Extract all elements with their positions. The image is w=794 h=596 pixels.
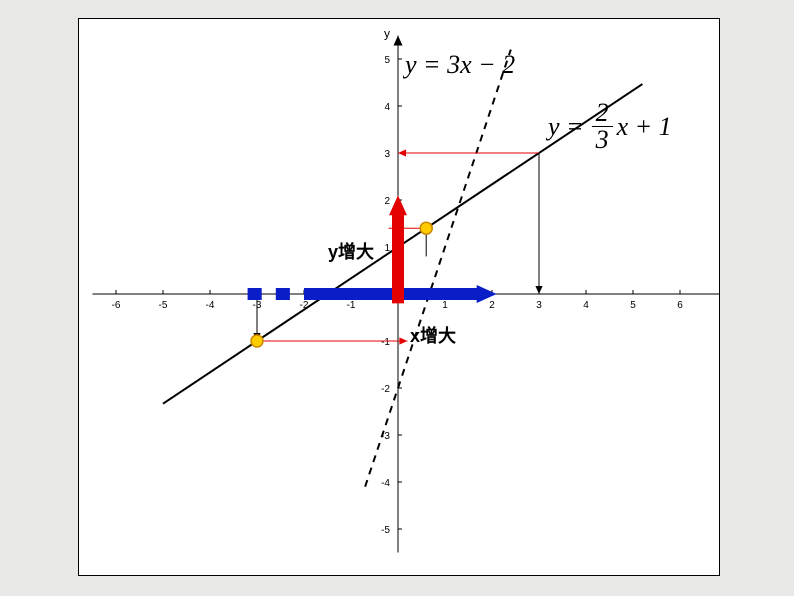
x-increase-text: x增大 [410,326,456,346]
equation-1-text: y = 3x − 2 [405,50,515,79]
svg-text:3: 3 [384,149,390,160]
svg-text:2: 2 [489,300,495,311]
svg-text:-1: -1 [381,337,390,348]
svg-text:-4: -4 [381,478,390,489]
svg-text:-1: -1 [347,300,356,311]
equation-2-label: y = 2 3 x + 1 [548,100,672,153]
svg-text:4: 4 [583,300,589,311]
svg-text:-4: -4 [206,300,215,311]
y-increase-text: y增大 [328,242,374,262]
svg-text:1: 1 [442,300,448,311]
svg-text:3: 3 [536,300,542,311]
svg-text:-6: -6 [112,300,121,311]
svg-text:6: 6 [677,300,683,311]
equation-2-denominator: 3 [592,127,613,153]
svg-text:y: y [384,27,390,41]
svg-text:5: 5 [630,300,636,311]
svg-text:-5: -5 [159,300,168,311]
equation-2-numerator: 2 [592,100,613,127]
x-increase-label: x增大 [410,322,456,348]
svg-text:-5: -5 [381,525,390,536]
svg-text:2: 2 [384,196,390,207]
equation-2-fraction: 2 3 [592,100,613,153]
y-increase-label: y增大 [328,238,374,264]
svg-text:4: 4 [384,102,390,113]
equation-2-post: x + 1 [617,112,672,142]
svg-text:-2: -2 [381,384,390,395]
equation-2-pre: y = [548,112,584,142]
svg-text:5: 5 [384,55,390,66]
page: xy-6-5-4-3-2-1123456-5-4-3-2-112345 y = … [0,0,794,596]
equation-1-label: y = 3x − 2 [405,50,515,80]
